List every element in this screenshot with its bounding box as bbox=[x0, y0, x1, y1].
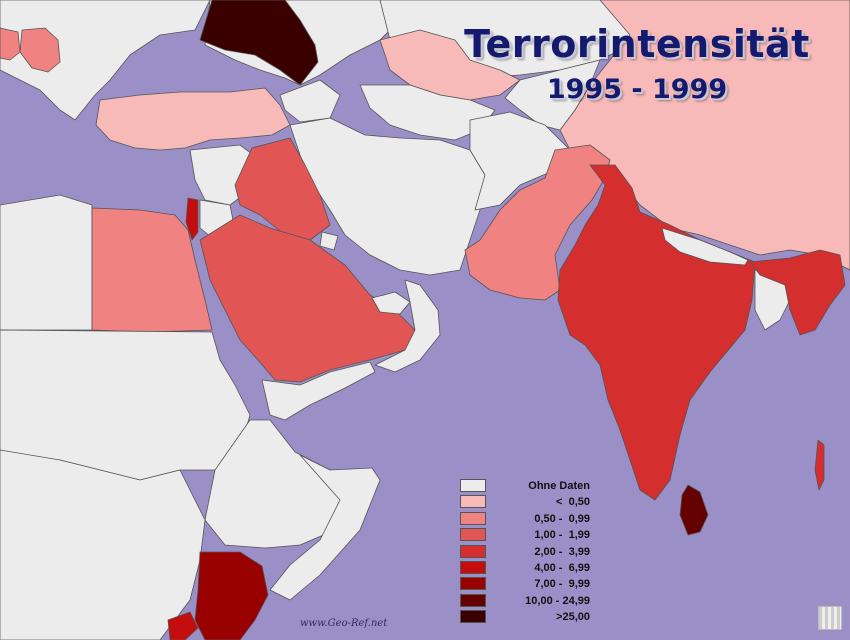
map-subtitle: 1995 - 1999 bbox=[546, 74, 728, 105]
legend-swatch bbox=[460, 610, 486, 624]
legend-row: < 0,50 bbox=[460, 494, 590, 510]
legend-label: 2,00 - 3,99 bbox=[534, 545, 590, 558]
region-oman bbox=[374, 279, 441, 373]
legend-label: 10,00 - 24,99 bbox=[525, 594, 590, 607]
region-yemen bbox=[261, 361, 376, 421]
region-uzbekistan bbox=[379, 29, 521, 101]
legend-swatch bbox=[460, 560, 486, 574]
region-israel bbox=[185, 197, 199, 241]
region-libya bbox=[0, 194, 93, 331]
region-balkan-west bbox=[0, 27, 21, 61]
legend-row: 2,00 - 3,99 bbox=[460, 544, 590, 560]
legend-label: 7,00 - 9,99 bbox=[534, 578, 590, 591]
region-andaman bbox=[814, 439, 825, 491]
region-nepal bbox=[661, 227, 749, 266]
legend-label: 4,00 - 6,99 bbox=[534, 561, 590, 574]
legend-row: 4,00 - 6,99 bbox=[460, 560, 590, 576]
legend-swatch bbox=[460, 544, 486, 558]
region-uae bbox=[371, 291, 411, 315]
region-uganda bbox=[167, 611, 199, 640]
region-central-africa bbox=[0, 449, 206, 640]
legend-swatch bbox=[460, 577, 486, 591]
map-legend: Ohne Daten < 0,50 0,50 - 0,99 1,00 - 1,99 2,… bbox=[460, 478, 590, 626]
region-myanmar-ne bbox=[749, 249, 846, 336]
region-sri-lanka bbox=[679, 484, 709, 536]
region-chechnya bbox=[199, 0, 319, 86]
region-kuwait bbox=[319, 231, 339, 251]
legend-row: Ohne Daten bbox=[460, 478, 590, 494]
region-kyrgyz-tajik bbox=[504, 59, 601, 131]
legend-row: >25,00 bbox=[460, 609, 590, 625]
legend-swatch bbox=[460, 528, 486, 542]
legend-swatch bbox=[460, 479, 486, 492]
legend-label: < 0,50 bbox=[556, 496, 590, 509]
region-europe-balkans bbox=[0, 0, 211, 121]
legend-swatch bbox=[460, 511, 486, 525]
region-turkey bbox=[95, 87, 291, 151]
legend-label: >25,00 bbox=[556, 611, 590, 624]
region-iran bbox=[289, 117, 486, 276]
legend-label: 0,50 - 0,99 bbox=[534, 512, 590, 525]
legend-row: 0,50 - 0,99 bbox=[460, 511, 590, 527]
region-kenya bbox=[194, 551, 269, 640]
legend-row: 1,00 - 1,99 bbox=[460, 527, 590, 543]
region-saudi-arabia bbox=[199, 214, 416, 383]
legend-label: 1,00 - 1,99 bbox=[534, 529, 590, 542]
map-title: Terrorintensität bbox=[464, 22, 810, 66]
legend-swatch bbox=[460, 495, 486, 509]
legend-row: 10,00 - 24,99 bbox=[460, 593, 590, 609]
legend-label: Ohne Daten bbox=[528, 480, 590, 492]
legend-row: 7,00 - 9,99 bbox=[460, 576, 590, 592]
qr-code-icon bbox=[818, 606, 842, 630]
region-caucasus bbox=[279, 79, 341, 123]
watermark: www.Geo-Ref.net bbox=[300, 618, 388, 629]
region-somalia bbox=[269, 454, 381, 601]
region-balkan-state bbox=[19, 27, 61, 73]
region-afghanistan bbox=[469, 111, 571, 211]
legend-swatch bbox=[460, 593, 486, 607]
